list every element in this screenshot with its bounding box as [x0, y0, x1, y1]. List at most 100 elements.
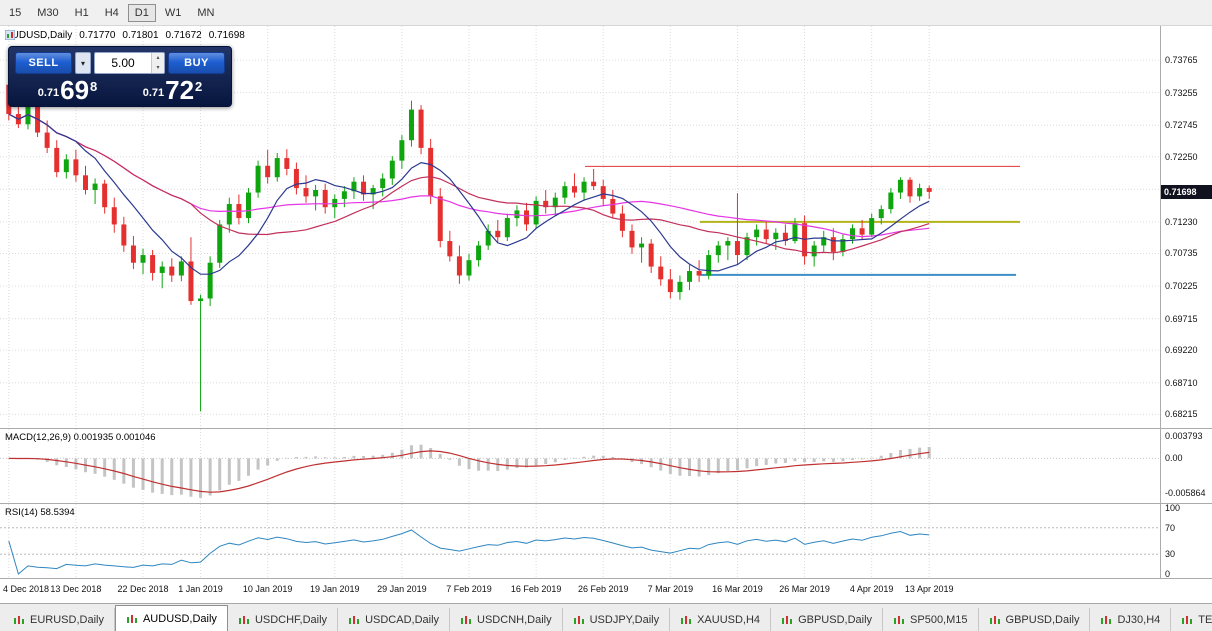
chart-tab-label: GBPUSD,Daily [798, 613, 873, 626]
timeframe-toolbar: 15 M30 H1 H4 D1 W1 MN [0, 0, 1212, 26]
high-value: 0.71801 [122, 30, 159, 41]
macd-axis-label: 0.003793 [1165, 431, 1203, 442]
chart-tab-usdjpy-daily[interactable]: USDJPY,Daily [563, 608, 671, 631]
price-axis-label: 0.68710 [1165, 377, 1198, 388]
chart-tab-tech100-h1[interactable]: TECH100,H1 [1171, 608, 1212, 631]
sell-price-prefix: 0.71 [37, 87, 60, 100]
candles [6, 80, 932, 412]
pane-splitter[interactable] [0, 428, 1212, 429]
volume-stepper: ▴ ▾ [151, 53, 164, 73]
date-label: 4 Dec 2018 [3, 584, 50, 594]
sell-button[interactable]: SELL [15, 52, 72, 74]
macd-histogram [7, 444, 931, 498]
chart-tab-icon [461, 615, 472, 624]
price-axis-label: 0.73255 [1165, 87, 1198, 98]
low-value: 0.71672 [165, 30, 202, 41]
rsi-line [8, 529, 930, 575]
rsi-canvas[interactable] [0, 504, 1160, 578]
date-label: 1 Jan 2019 [178, 584, 223, 594]
timeframe-button-d1[interactable]: D1 [127, 3, 156, 22]
date-label: 29 Jan 2019 [377, 584, 427, 594]
timeframe-button-w1[interactable]: W1 [158, 4, 189, 22]
trade-controls-row: SELL ▾ 5.00 ▴ ▾ BUY [15, 52, 225, 74]
buy-price-big: 72 [165, 75, 195, 105]
sell-price[interactable]: 0.71 69 8 [15, 75, 120, 105]
sell-price-big: 69 [60, 75, 90, 105]
chart-tab-label: TECH100,H1 [1198, 613, 1212, 626]
pane-splitter[interactable] [0, 578, 1212, 579]
buy-button[interactable]: BUY [168, 52, 225, 74]
rsi-axis-label: 100 [1165, 503, 1181, 513]
date-label: 7 Mar 2019 [647, 584, 694, 594]
horizontal-level-lines [585, 165, 1020, 276]
chart-tab-usdcad-daily[interactable]: USDCAD,Daily [338, 608, 451, 631]
rsi-axis-label: 30 [1165, 549, 1176, 560]
volume-field[interactable]: 5.00 ▴ ▾ [94, 52, 165, 74]
chart-tab-gbpusd-daily[interactable]: GBPUSD,Daily [979, 608, 1091, 631]
chart-tab-icon [573, 615, 584, 624]
macd-canvas[interactable] [0, 429, 1160, 503]
macd-axis: 0.003793 0.00 -0.005864 [1160, 429, 1212, 503]
date-label: 26 Mar 2019 [779, 584, 830, 594]
chart-window: 0.737650.732550.727450.722500.717400.712… [0, 26, 1212, 603]
main-chart-canvas[interactable] [0, 26, 1160, 428]
chart-tab-label: GBPUSD,Daily [1005, 613, 1080, 626]
time-axis[interactable]: 4 Dec 2018 13 Dec 2018 22 Dec 2018 1 Jan 20… [0, 579, 1212, 603]
spin-up-icon[interactable]: ▴ [152, 53, 164, 63]
chart-tab-dj30-h4[interactable]: DJ30,H4 [1090, 608, 1172, 631]
chart-window-icon [5, 30, 15, 40]
rsi-axis-label: 70 [1165, 522, 1176, 533]
buy-price[interactable]: 0.71 72 2 [120, 75, 225, 105]
chart-tab-label: USDJPY,Daily [589, 613, 660, 626]
chart-tab-icon [894, 615, 905, 624]
current-price-tag: 0.71698 [1161, 185, 1212, 200]
sell-price-sup: 8 [90, 79, 98, 94]
timeframe-button-m30[interactable]: M30 [30, 4, 65, 22]
timeframe-button-h1[interactable]: H1 [68, 4, 96, 22]
date-label: 13 Dec 2018 [50, 584, 102, 594]
timeframe-button-h4[interactable]: H4 [98, 4, 126, 22]
rsi-axis-label: 0 [1165, 569, 1171, 579]
timeframe-button-15[interactable]: 15 [2, 4, 28, 22]
price-axis-label: 0.68215 [1165, 409, 1198, 420]
volume-dropdown-button[interactable]: ▾ [75, 52, 91, 74]
price-axis-label: 0.70735 [1165, 248, 1198, 259]
price-axis-label: 0.73765 [1165, 55, 1198, 66]
chart-ohlc-line: AUDUSD,Daily 0.71770 0.71801 0.71672 0.7… [5, 30, 245, 41]
date-label: 10 Jan 2019 [242, 584, 293, 594]
macd-axis-label: -0.005864 [1165, 487, 1206, 498]
chart-tab-label: AUDUSD,Daily [142, 612, 217, 625]
pane-splitter[interactable] [0, 503, 1212, 504]
price-axis[interactable]: 0.737650.732550.727450.722500.717400.712… [1160, 26, 1212, 428]
chart-tab-usdcnh-daily[interactable]: USDCNH,Daily [450, 608, 563, 631]
chart-tab-label: DJ30,H4 [1117, 613, 1161, 626]
timeframe-button-mn[interactable]: MN [190, 4, 221, 22]
chart-tab-eurusd-daily[interactable]: EURUSD,Daily [3, 608, 115, 631]
price-axis-label: 0.70225 [1165, 281, 1198, 292]
chart-tab-sp500-m15[interactable]: SP500,M15 [883, 608, 979, 631]
spin-down-icon[interactable]: ▾ [152, 63, 164, 73]
date-label: 22 Dec 2018 [117, 584, 169, 594]
symbol-name: AUDUSD,Daily [5, 30, 73, 41]
date-label: 16 Mar 2019 [712, 584, 763, 594]
price-axis-label: 0.72745 [1165, 120, 1198, 131]
chart-tab-label: USDCNH,Daily [477, 613, 552, 626]
date-label: 16 Feb 2019 [510, 584, 562, 594]
volume-value: 5.00 [111, 56, 135, 70]
chart-tab-label: EURUSD,Daily [30, 613, 104, 626]
chart-tab-usdchf-daily[interactable]: USDCHF,Daily [228, 608, 339, 631]
chart-tab-gbpusd-daily[interactable]: GBPUSD,Daily [771, 608, 884, 631]
macd-signal-line [8, 450, 930, 493]
chart-tab-icon [126, 614, 137, 623]
chart-tab-audusd-daily[interactable]: AUDUSD,Daily [114, 605, 228, 631]
chart-tabs-bar: EURUSD,Daily AUDUSD,Daily USDCHF,Daily USDC… [0, 603, 1212, 631]
bid-ask-row: 0.71 69 8 0.71 72 2 [15, 75, 225, 105]
chart-tab-icon [1182, 615, 1193, 624]
chart-tab-label: SP500,M15 [910, 613, 968, 626]
one-click-trade-panel: SELL ▾ 5.00 ▴ ▾ BUY 0.71 69 8 [8, 46, 232, 108]
chart-tab-icon [782, 615, 793, 624]
chart-tab-xauusd-h4[interactable]: XAUUSD,H4 [670, 608, 772, 631]
buy-price-prefix: 0.71 [142, 87, 165, 100]
date-label: 19 Jan 2019 [309, 584, 360, 594]
